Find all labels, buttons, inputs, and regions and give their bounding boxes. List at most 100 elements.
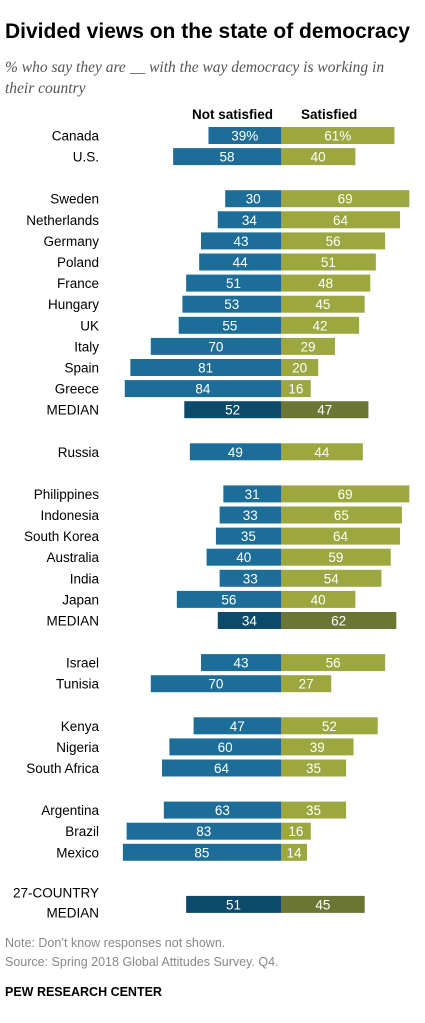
value-not-satisfied: 70 xyxy=(208,677,223,692)
value-satisfied: 47 xyxy=(317,403,332,418)
value-not-satisfied: 64 xyxy=(214,761,230,776)
bar-not-satisfied xyxy=(193,717,281,735)
value-not-satisfied: 53 xyxy=(224,297,239,312)
bar-not-satisfied xyxy=(173,148,281,166)
bar-not-satisfied xyxy=(219,569,281,587)
value-satisfied: 65 xyxy=(334,508,349,523)
row-label: Israel xyxy=(66,656,99,671)
value-not-satisfied: 44 xyxy=(233,255,249,270)
bar-not-satisfied xyxy=(150,675,281,693)
chart-title: Divided views on the state of democracy xyxy=(5,20,410,43)
brand-label: PEW RESEARCH CENTER xyxy=(5,985,162,999)
row-label: Germany xyxy=(43,234,99,249)
value-satisfied: 44 xyxy=(314,445,330,460)
value-not-satisfied: 52 xyxy=(225,403,240,418)
value-not-satisfied: 56 xyxy=(221,592,236,607)
bar-satisfied xyxy=(281,295,365,313)
row-label: Italy xyxy=(74,339,99,354)
bar-satisfied xyxy=(281,401,369,419)
bar-not-satisfied xyxy=(189,443,281,461)
bar-satisfied xyxy=(281,253,376,271)
value-not-satisfied: 33 xyxy=(243,508,258,523)
value-satisfied: 27 xyxy=(299,677,314,692)
value-not-satisfied: 58 xyxy=(220,150,235,165)
bar-satisfied xyxy=(281,190,410,208)
value-satisfied: 56 xyxy=(326,234,341,249)
value-not-satisfied: 34 xyxy=(242,614,258,629)
value-satisfied: 64 xyxy=(333,213,349,228)
bar-not-satisfied xyxy=(169,738,281,756)
bar-satisfied xyxy=(281,569,382,587)
value-satisfied: 45 xyxy=(315,297,330,312)
bar-satisfied xyxy=(281,148,356,166)
value-satisfied: 59 xyxy=(328,550,343,565)
value-not-satisfied: 83 xyxy=(196,824,211,839)
value-satisfied: 42 xyxy=(313,318,328,333)
bar-not-satisfied xyxy=(126,822,282,840)
value-not-satisfied: 43 xyxy=(233,234,248,249)
value-not-satisfied: 51 xyxy=(226,897,241,912)
value-satisfied: 16 xyxy=(288,382,303,397)
value-not-satisfied: 63 xyxy=(215,803,230,818)
row-label: Australia xyxy=(46,550,99,565)
chart-subtitle: % who say they are __ with the way democ… xyxy=(5,59,385,97)
bar-satisfied xyxy=(281,717,378,735)
value-satisfied: 56 xyxy=(326,656,341,671)
bar-satisfied xyxy=(281,232,386,250)
bar-not-satisfied xyxy=(223,485,281,503)
value-satisfied: 64 xyxy=(333,529,349,544)
value-satisfied: 48 xyxy=(318,276,333,291)
bar-satisfied xyxy=(281,822,311,840)
row-label: Indonesia xyxy=(40,508,99,523)
bar-satisfied xyxy=(281,127,395,144)
value-satisfied: 45 xyxy=(315,897,330,912)
value-not-satisfied: 39% xyxy=(231,129,258,144)
bar-satisfied xyxy=(281,485,410,503)
bar-not-satisfied xyxy=(161,759,281,777)
row-label: MEDIAN xyxy=(46,614,99,629)
bar-satisfied xyxy=(281,738,354,756)
bar-satisfied xyxy=(281,612,397,629)
bar-not-satisfied xyxy=(217,211,281,229)
bar-not-satisfied xyxy=(215,527,281,545)
row-label: Canada xyxy=(52,129,100,144)
row-label: U.S. xyxy=(73,150,99,165)
bar-satisfied xyxy=(281,895,365,913)
value-satisfied: 39 xyxy=(310,740,325,755)
bar-not-satisfied xyxy=(176,590,281,608)
bar-not-satisfied xyxy=(186,274,281,292)
row-label: Sweden xyxy=(50,192,99,207)
bar-not-satisfied xyxy=(163,801,281,819)
bar-not-satisfied xyxy=(130,359,281,376)
bar-not-satisfied xyxy=(178,316,281,334)
row-label: Mexico xyxy=(56,845,99,860)
value-not-satisfied: 33 xyxy=(243,571,258,586)
row-label: MEDIAN xyxy=(46,403,99,418)
row-label: India xyxy=(70,571,100,586)
value-not-satisfied: 84 xyxy=(195,382,211,397)
bar-satisfied xyxy=(281,337,335,355)
row-label: Tunisia xyxy=(56,677,100,692)
bar-not-satisfied xyxy=(208,127,281,144)
value-satisfied: 35 xyxy=(306,761,321,776)
row-label: Nigeria xyxy=(56,740,99,755)
value-satisfied: 52 xyxy=(322,719,337,734)
value-not-satisfied: 30 xyxy=(246,192,261,207)
header-satisfied: Satisfied xyxy=(301,107,357,122)
row-label: Argentina xyxy=(41,803,99,818)
bar-not-satisfied xyxy=(150,337,281,355)
value-not-satisfied: 49 xyxy=(228,445,243,460)
value-satisfied: 14 xyxy=(287,845,303,860)
bar-satisfied xyxy=(281,527,401,545)
row-label: Greece xyxy=(55,382,99,397)
bar-satisfied xyxy=(281,548,391,566)
bar-not-satisfied xyxy=(217,612,281,629)
value-satisfied: 51 xyxy=(321,255,336,270)
bar-satisfied xyxy=(281,316,360,334)
bar-not-satisfied xyxy=(219,506,281,524)
value-not-satisfied: 60 xyxy=(218,740,233,755)
bar-not-satisfied xyxy=(186,895,281,913)
value-not-satisfied: 70 xyxy=(208,339,223,354)
